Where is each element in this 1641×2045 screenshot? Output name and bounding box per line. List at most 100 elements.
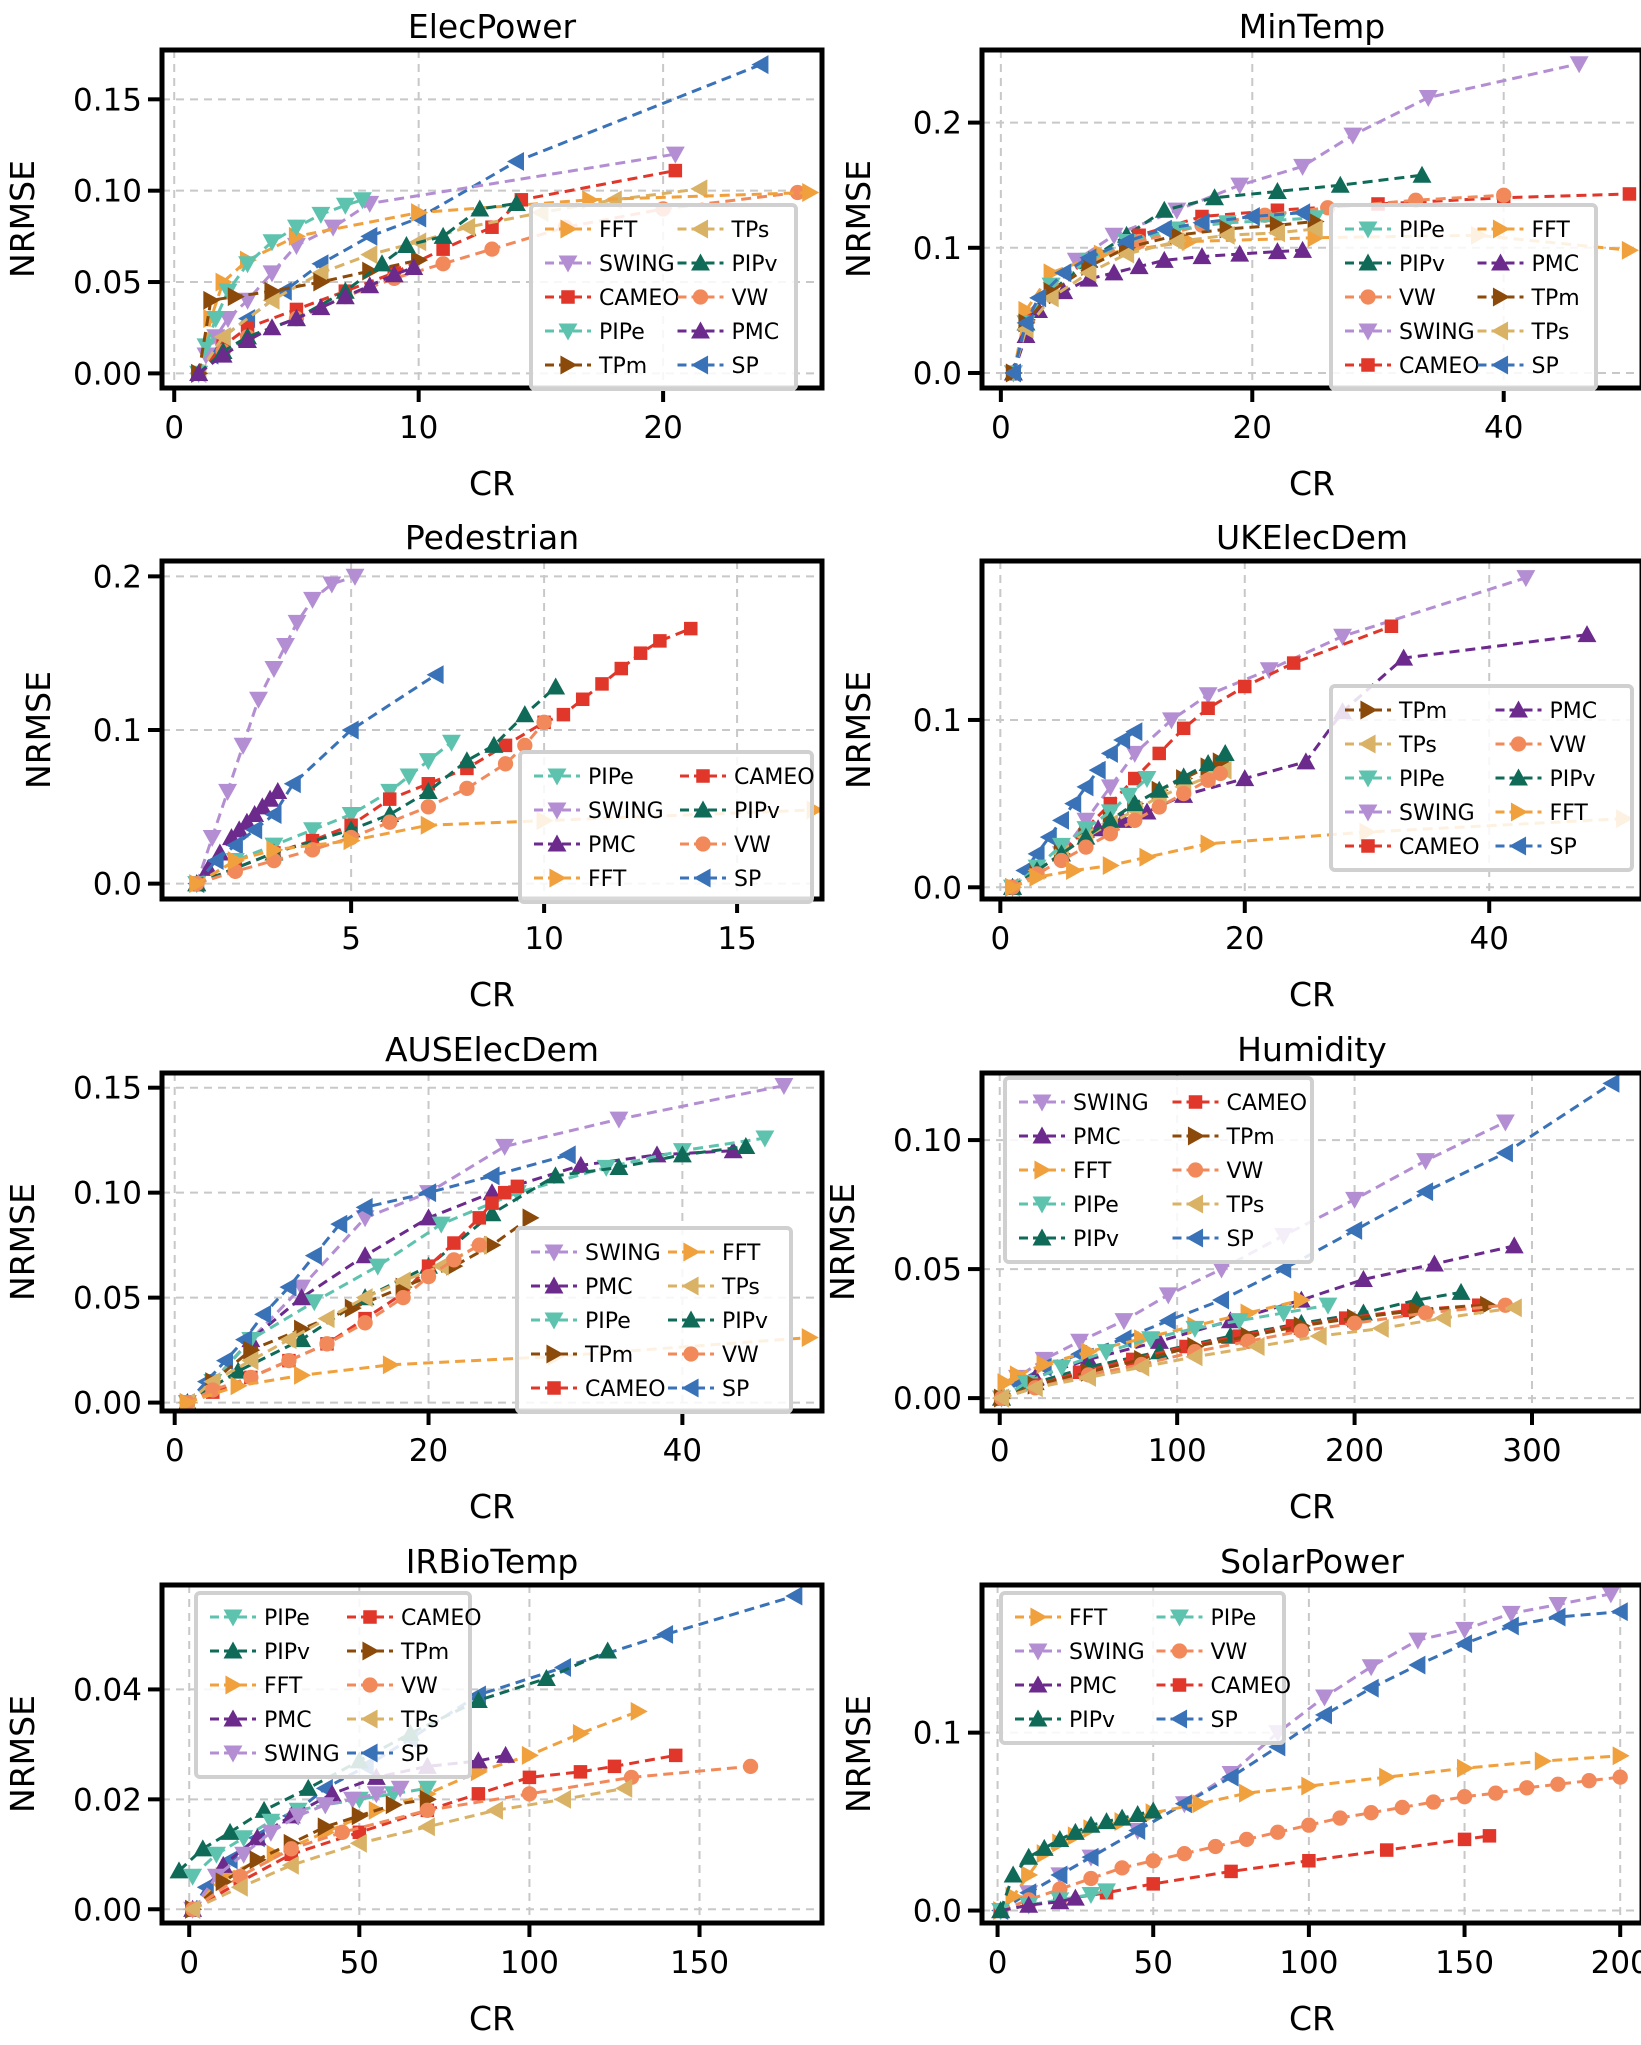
series-line xyxy=(197,152,676,374)
data-point xyxy=(1051,810,1070,830)
data-point xyxy=(1100,743,1118,763)
data-point xyxy=(433,226,453,244)
data-point xyxy=(1343,127,1363,145)
data-point xyxy=(419,1183,437,1203)
legend-label: TPs xyxy=(1226,1193,1265,1218)
legend-entry-pmc: PMC xyxy=(210,1708,312,1733)
data-point xyxy=(1081,1815,1101,1833)
legend-entry-vw: VW xyxy=(1156,1640,1248,1665)
data-point xyxy=(1100,810,1120,828)
series-sp xyxy=(1003,722,1143,897)
legend: PIPe CAMEO SWING PIPv PMC VW FFT SP xyxy=(518,750,815,904)
data-point xyxy=(1036,1355,1054,1375)
legend-marker xyxy=(1510,802,1528,822)
legend-entry-cameo: CAMEO xyxy=(545,286,680,311)
y-tick-label: 0.05 xyxy=(73,265,142,301)
data-point xyxy=(1076,827,1096,845)
legend-label: TPs xyxy=(400,1708,439,1733)
data-point xyxy=(484,241,500,257)
data-point xyxy=(382,1355,400,1375)
x-tick-label: 200 xyxy=(1325,1433,1384,1469)
data-point xyxy=(1141,1331,1160,1349)
data-point xyxy=(276,637,295,655)
data-point xyxy=(497,756,514,772)
legend-entry-pmc: PMC xyxy=(1495,699,1597,724)
legend-marker xyxy=(1358,323,1378,341)
legend-label: SP xyxy=(1211,1708,1238,1733)
legend-entry-tpm: TPm xyxy=(1172,1125,1275,1150)
data-point xyxy=(1128,771,1142,786)
data-point xyxy=(614,661,629,676)
legend-box xyxy=(194,1591,472,1779)
y-tick-label: 0.00 xyxy=(73,1386,142,1422)
data-point xyxy=(1154,250,1174,268)
data-point xyxy=(341,806,361,824)
x-tick-label: 10 xyxy=(524,921,563,957)
legend-marker xyxy=(691,219,709,239)
data-point xyxy=(1104,263,1124,281)
data-point xyxy=(1132,1357,1150,1377)
legend-label: PIPv xyxy=(1069,1708,1115,1733)
data-point xyxy=(1174,1794,1192,1814)
data-point xyxy=(1176,1845,1193,1862)
legend-entry-vw: VW xyxy=(668,1343,759,1368)
legend-entry-cameo: CAMEO xyxy=(531,1377,666,1402)
legend-marker xyxy=(691,253,710,271)
data-point xyxy=(1293,1323,1310,1339)
chart-panel-ukelecdem: UKElecDem 0 20 40 0.0 0.1 CR NRMSE TPm PMC TPs VW PI… xyxy=(839,518,1641,1014)
data-point xyxy=(1612,1746,1630,1766)
data-point xyxy=(227,287,245,307)
x-tick-label: 0 xyxy=(990,921,1010,957)
data-point xyxy=(1192,213,1210,233)
legend-label: PIPe xyxy=(1073,1193,1119,1218)
data-point xyxy=(264,281,282,301)
data-point xyxy=(1064,794,1082,814)
data-point xyxy=(1293,203,1311,223)
x-tick-label: 40 xyxy=(663,1433,702,1469)
data-point xyxy=(510,1179,525,1194)
data-point xyxy=(468,1751,488,1769)
y-tick-label: 0.2 xyxy=(93,559,142,595)
data-point xyxy=(1080,1342,1098,1362)
legend-marker xyxy=(223,1641,243,1659)
data-point xyxy=(420,799,436,815)
legend-marker xyxy=(362,1677,378,1693)
data-point xyxy=(522,1208,540,1228)
data-point xyxy=(1097,1812,1116,1830)
data-point xyxy=(653,634,667,648)
x-tick-label: 300 xyxy=(1502,1433,1561,1469)
plot-area xyxy=(187,568,822,894)
data-point xyxy=(517,737,533,754)
legend-marker xyxy=(1030,1607,1048,1627)
x-axis-label: CR xyxy=(469,464,515,503)
x-tick-label: 50 xyxy=(340,1945,379,1981)
data-point xyxy=(341,720,359,740)
legend-label: CAMEO xyxy=(734,765,815,790)
data-point xyxy=(344,1298,362,1318)
data-point xyxy=(322,576,342,594)
x-axis-label: CR xyxy=(1289,975,1335,1014)
legend-entry-sp: SP xyxy=(1495,835,1577,860)
y-tick-label: 0.2 xyxy=(913,106,962,142)
data-point xyxy=(1093,244,1111,264)
legend-label: CAMEO xyxy=(599,286,680,311)
legend-marker xyxy=(1491,253,1510,271)
legend-label: SP xyxy=(732,354,759,379)
legend-marker xyxy=(1360,289,1376,305)
axes-frame xyxy=(159,1582,825,1926)
legend-label: TPs xyxy=(1398,733,1437,758)
data-point xyxy=(1235,769,1255,787)
series-line xyxy=(999,1754,1621,1912)
data-point xyxy=(1610,1602,1628,1622)
data-point xyxy=(426,665,444,685)
data-point xyxy=(261,1813,281,1831)
data-point xyxy=(1301,1776,1319,1796)
x-tick-label: 0 xyxy=(990,1433,1010,1469)
legend-marker xyxy=(1028,1675,1048,1693)
data-point xyxy=(1482,1829,1497,1843)
data-point xyxy=(1034,1838,1054,1856)
data-point xyxy=(1112,1808,1132,1826)
series-line xyxy=(186,1153,569,1404)
data-point xyxy=(311,298,331,316)
legend-marker xyxy=(1358,221,1378,239)
